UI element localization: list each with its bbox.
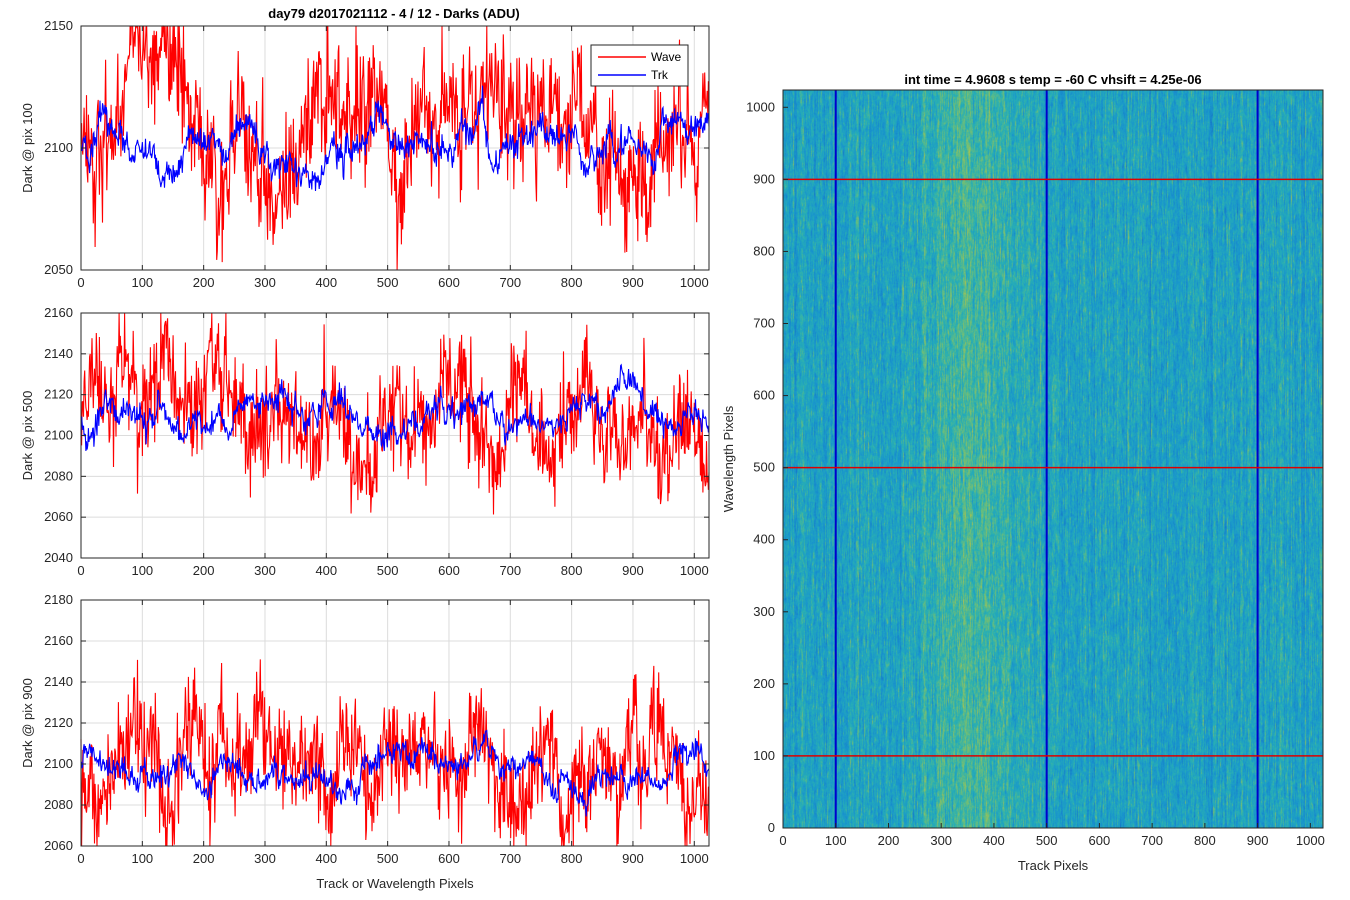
x-tick-label: 400 [315,563,337,578]
x-tick-label: 700 [499,563,521,578]
heatmap-image-frame [783,90,1323,828]
x-tick-label: 0 [779,833,786,848]
y-tick-label: 2060 [44,838,73,853]
series-line-trk [80,363,710,452]
y-tick-label: 2140 [44,674,73,689]
x-tick-label: 500 [377,851,399,866]
y-tick-label: 2100 [44,756,73,771]
x-tick-label: 900 [622,275,644,290]
x-tick-label: 700 [1141,833,1163,848]
y-tick-label: 2060 [44,509,73,524]
x-tick-label: 900 [1247,833,1269,848]
heatmap-image [783,90,1323,828]
y-tick-label: 2160 [44,305,73,320]
x-tick-label: 1000 [1296,833,1325,848]
x-tick-label: 400 [315,851,337,866]
heatmap-dark-frame: 0 100 200 300 400 500 600 700 800 900 1000 0 100 200 3… [721,89,1325,873]
x-axis-label: Track Pixels [1018,858,1089,873]
x-tick-label: 100 [131,563,153,578]
y-tick-label: 2080 [44,797,73,812]
x-tick-label: 300 [254,563,276,578]
y-tick-label: 600 [753,388,775,403]
y-tick-label: 1000 [746,99,775,114]
x-tick-label: 700 [499,851,521,866]
y-tick-label: 500 [753,460,775,475]
plot-dark-pix-500: 0 100 200 300 400 500 600 700 800 900 1000 2040 2060… [20,305,710,578]
y-tick-label: 300 [753,604,775,619]
y-tick-label: 2040 [44,550,73,565]
y-tick-label: 2150 [44,18,73,33]
y-tick-label: 0 [768,820,775,835]
legend-label-wave: Wave [651,50,682,64]
x-tick-label: 0 [77,851,84,866]
plot-dark-pix-900: 0 100 200 300 400 500 600 700 800 900 1000 2060 2080… [20,592,710,891]
legend: Wave Trk [590,44,689,87]
x-tick-label: 1000 [680,851,709,866]
y-tick-label: 700 [753,316,775,331]
series-line-trk [80,85,710,192]
x-tick-label: 800 [1194,833,1216,848]
x-tick-label: 200 [193,851,215,866]
x-tick-label: 800 [561,563,583,578]
y-tick-label: 2080 [44,468,73,483]
x-tick-label: 300 [254,275,276,290]
x-tick-label: 500 [1036,833,1058,848]
x-tick-label: 1000 [680,275,709,290]
y-tick-label: 2120 [44,387,73,402]
axes-box [782,89,1324,829]
x-tick-label: 900 [622,851,644,866]
x-tick-label: 0 [77,275,84,290]
x-tick-label: 600 [438,275,460,290]
x-tick-label: 200 [193,275,215,290]
x-tick-label: 600 [1089,833,1111,848]
y-axis-label: Wavelength Pixels [721,405,736,512]
y-axis-label: Dark @ pix 500 [20,391,35,481]
x-tick-label: 400 [315,275,337,290]
x-axis-label: Track or Wavelength Pixels [316,876,474,891]
x-tick-label: 800 [561,275,583,290]
y-axis-label: Dark @ pix 100 [20,103,35,193]
y-tick-label: 2180 [44,592,73,607]
x-tick-label: 1000 [680,563,709,578]
x-tick-label: 500 [377,275,399,290]
x-tick-label: 300 [254,851,276,866]
x-tick-label: 300 [930,833,952,848]
y-tick-label: 100 [753,748,775,763]
series-line-trk [80,729,710,817]
x-tick-label: 400 [983,833,1005,848]
x-tick-label: 600 [438,563,460,578]
y-axis-label: Dark @ pix 900 [20,678,35,768]
y-tick-label: 2120 [44,715,73,730]
series-line-wave [80,312,710,515]
y-tick-label: 2100 [44,428,73,443]
y-tick-label: 2160 [44,633,73,648]
legend-label-trk: Trk [651,68,669,82]
y-tick-label: 2050 [44,262,73,277]
series-line-wave [80,25,710,271]
x-tick-label: 100 [131,851,153,866]
x-tick-label: 200 [878,833,900,848]
y-tick-label: 2100 [44,140,73,155]
x-tick-label: 0 [77,563,84,578]
y-tick-label: 400 [753,532,775,547]
x-tick-label: 100 [825,833,847,848]
figure-title: day79 d2017021112 - 4 / 12 - Darks (ADU) [268,6,519,21]
legend-box [590,44,689,87]
x-tick-label: 900 [622,563,644,578]
y-tick-label: 900 [753,171,775,186]
heatmap-title: int time = 4.9608 s temp = -60 C vhsift … [904,72,1201,87]
x-tick-label: 700 [499,275,521,290]
x-tick-label: 600 [438,851,460,866]
x-tick-label: 100 [131,275,153,290]
x-tick-label: 500 [377,563,399,578]
x-tick-label: 200 [193,563,215,578]
y-tick-label: 800 [753,243,775,258]
x-tick-label: 800 [561,851,583,866]
y-tick-label: 2140 [44,346,73,361]
y-tick-label: 200 [753,676,775,691]
